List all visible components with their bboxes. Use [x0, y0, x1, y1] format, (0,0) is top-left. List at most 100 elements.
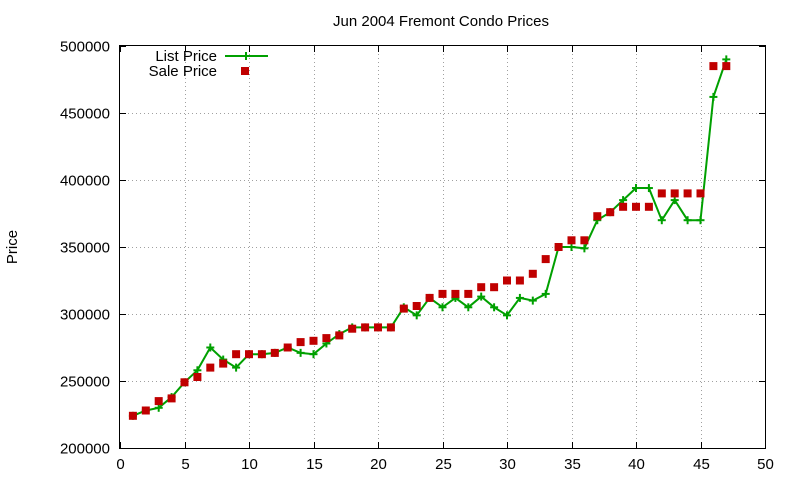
sale-price-point [348, 324, 357, 333]
y-tick-label: 450000 [60, 106, 110, 123]
x-tick-label: 40 [628, 456, 645, 473]
sale-price-point [438, 289, 447, 298]
sale-price-point [219, 359, 228, 368]
series-list-price [128, 55, 731, 420]
y-tick-label: 250000 [60, 374, 110, 391]
list-price-point [619, 196, 628, 205]
sale-price-point [464, 289, 473, 298]
sale-price-point [451, 289, 460, 298]
sale-price-point [528, 269, 537, 278]
sale-price-point [374, 323, 382, 332]
sale-price-point [335, 331, 344, 340]
legend-label-list-price: List Price [155, 48, 217, 65]
gridlines [120, 46, 765, 448]
list-price-point [490, 303, 499, 312]
list-price-point [670, 196, 679, 205]
list-price-point [722, 55, 731, 64]
sale-price-point [283, 343, 292, 352]
sale-price-point [683, 189, 692, 198]
sale-price-point [309, 336, 318, 345]
legend-marker-list-price [242, 52, 250, 60]
list-price-point [567, 243, 576, 251]
y-tick-label: 500000 [60, 39, 110, 56]
sale-price-point [206, 363, 215, 372]
y-tick-label: 200000 [60, 441, 110, 458]
sale-price-point [593, 212, 602, 221]
sale-price-point [257, 350, 266, 359]
sale-price-point [180, 378, 189, 387]
x-tick-label: 50 [757, 456, 774, 473]
list-price-point [644, 184, 653, 193]
list-price-point [309, 350, 318, 359]
sale-price-point [322, 334, 331, 343]
sale-price-point [696, 189, 705, 198]
list-price-point [528, 296, 537, 305]
x-tick-labels: 0 5 10 15 20 25 30 35 40 45 50 [116, 456, 774, 473]
sale-price-point [425, 293, 434, 302]
list-price-point [438, 303, 447, 312]
y-axis-label: Price [4, 230, 21, 264]
list-price-point [657, 216, 666, 225]
sale-price-point [296, 338, 305, 347]
sale-price-point [580, 236, 589, 245]
list-price-point [632, 184, 640, 193]
list-price-point [296, 348, 305, 357]
sale-price-point [154, 397, 163, 406]
y-tick-label: 350000 [60, 240, 110, 257]
list-price-point [683, 216, 692, 225]
sale-price-point [541, 255, 550, 264]
x-tick-label: 35 [564, 456, 581, 473]
sale-price-point [193, 373, 202, 381]
list-price-point [503, 311, 511, 320]
chart-title: Jun 2004 Fremont Condo Prices [333, 13, 549, 30]
sale-price-point [386, 323, 395, 332]
sale-price-point [606, 208, 615, 217]
series-sale-price [128, 62, 731, 420]
sale-price-point [515, 276, 524, 285]
list-price-point [709, 92, 718, 101]
sale-price-point [619, 202, 628, 211]
x-tick-label: 10 [241, 456, 258, 473]
list-price-point [477, 292, 486, 301]
sale-price-point [245, 350, 253, 359]
x-tick-label: 15 [306, 456, 323, 473]
list-price-point [412, 311, 421, 320]
x-tick-label: 45 [693, 456, 710, 473]
x-tick-label: 20 [370, 456, 387, 473]
list-price-point [696, 216, 705, 225]
sale-price-point [141, 406, 150, 415]
sale-price-point [270, 348, 279, 357]
x-tick-label: 0 [116, 456, 124, 473]
y-tick-label: 300000 [60, 307, 110, 324]
axis-ticks [120, 46, 766, 449]
list-price-point [580, 244, 589, 253]
list-price-point [515, 293, 524, 302]
sale-price-point [567, 236, 576, 245]
x-tick-label: 5 [181, 456, 189, 473]
legend-label-sale-price: Sale Price [149, 63, 217, 80]
sale-price-point [232, 350, 241, 359]
list-price-point [541, 289, 550, 298]
x-tick-label: 25 [435, 456, 452, 473]
legend-marker-sale-price [241, 67, 249, 75]
legend: List Price Sale Price [149, 48, 268, 80]
sale-price-point [554, 243, 563, 251]
sale-price-point [490, 283, 499, 292]
list-price-point [232, 363, 241, 372]
list-price-point [193, 366, 202, 375]
sale-price-point [128, 411, 137, 420]
sale-price-point [503, 276, 511, 285]
sale-price-point [670, 189, 679, 198]
sale-price-point [412, 302, 421, 310]
list-price-point [206, 343, 215, 352]
y-tick-label: 400000 [60, 173, 110, 190]
sale-price-point [722, 62, 731, 71]
sale-price-point [477, 283, 486, 292]
sale-price-point [632, 202, 640, 211]
plot-frame [119, 45, 766, 449]
sale-price-point [167, 394, 176, 403]
sale-price-point [644, 202, 653, 211]
sale-price-point [361, 323, 370, 332]
y-tick-labels: 200000 250000 300000 350000 400000 450000 5000… [60, 39, 110, 458]
